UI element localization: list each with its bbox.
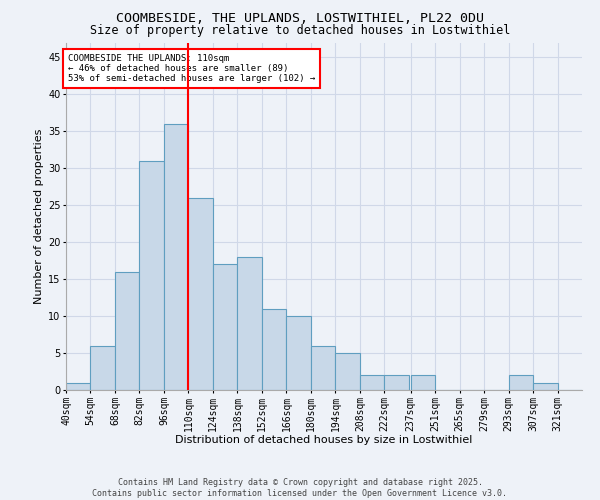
Bar xyxy=(139,161,164,390)
Bar xyxy=(188,198,213,390)
Text: COOMBESIDE THE UPLANDS: 110sqm
← 46% of detached houses are smaller (89)
53% of : COOMBESIDE THE UPLANDS: 110sqm ← 46% of … xyxy=(68,54,315,84)
Bar xyxy=(410,375,435,390)
Bar xyxy=(533,382,557,390)
Y-axis label: Number of detached properties: Number of detached properties xyxy=(34,128,44,304)
Bar xyxy=(286,316,311,390)
Bar xyxy=(115,272,139,390)
Bar xyxy=(238,257,262,390)
Text: Contains HM Land Registry data © Crown copyright and database right 2025.
Contai: Contains HM Land Registry data © Crown c… xyxy=(92,478,508,498)
Bar xyxy=(509,375,533,390)
Bar xyxy=(385,375,409,390)
Bar xyxy=(213,264,238,390)
Bar xyxy=(335,353,360,390)
Bar xyxy=(91,346,115,390)
Bar xyxy=(360,375,385,390)
Bar xyxy=(262,308,286,390)
Bar xyxy=(66,382,91,390)
Bar xyxy=(311,346,335,390)
Text: COOMBESIDE, THE UPLANDS, LOSTWITHIEL, PL22 0DU: COOMBESIDE, THE UPLANDS, LOSTWITHIEL, PL… xyxy=(116,12,484,26)
X-axis label: Distribution of detached houses by size in Lostwithiel: Distribution of detached houses by size … xyxy=(175,435,473,445)
Text: Size of property relative to detached houses in Lostwithiel: Size of property relative to detached ho… xyxy=(90,24,510,37)
Bar xyxy=(164,124,188,390)
